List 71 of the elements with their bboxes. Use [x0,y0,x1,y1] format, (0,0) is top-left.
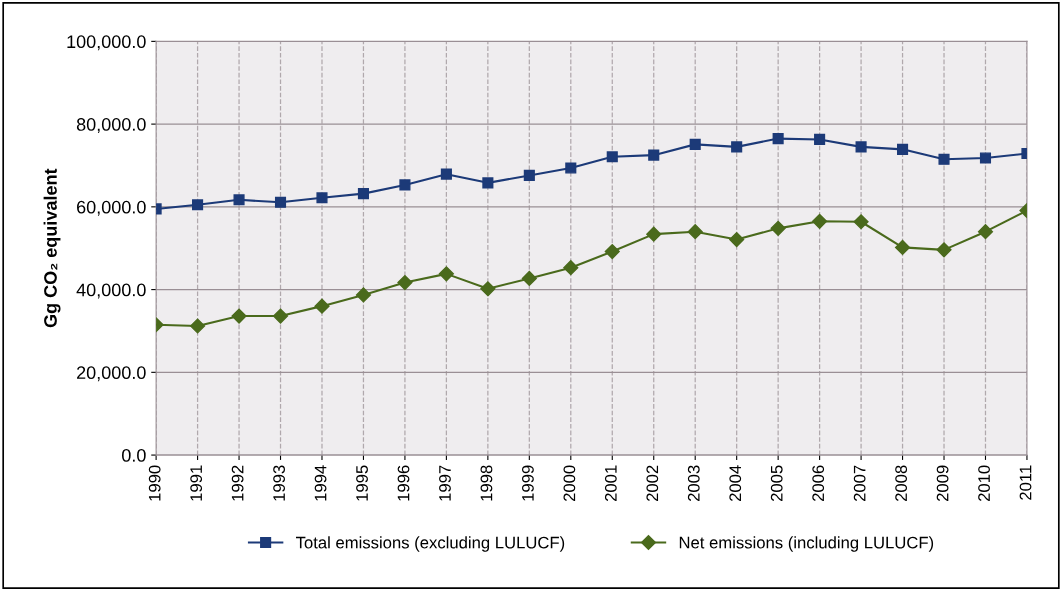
y-tick-label: 20,000.0 [77,366,146,382]
point [646,226,662,242]
y-tick-label: 80,000.0 [76,118,146,133]
x-tick-label: 2000 [563,465,576,502]
point [440,168,452,180]
x-tick-label: 1990 [148,465,161,501]
x-tick-label: 2004 [729,465,742,502]
point [480,281,496,297]
point [648,149,660,161]
point [936,242,952,258]
x-tick-label: 2002 [646,465,659,502]
x-tick-label: 1994 [314,465,327,501]
point [729,231,745,248]
point [438,266,454,282]
point [397,274,413,291]
point [979,152,992,164]
point [565,162,577,174]
point [523,169,535,181]
x-tick-label: 2010 [978,465,990,502]
x-tick-label: 2006 [812,465,825,502]
point [274,196,287,208]
x-tick-label: 2011 [1019,465,1032,500]
x-tick-label: 1999 [522,465,534,501]
x-tick-label: 1992 [231,465,244,501]
point [233,194,245,206]
x-tick-label: 2003 [687,465,700,502]
point [272,308,289,324]
point [894,239,911,255]
y-tick-label: 60,000.0 [77,200,146,216]
point [190,318,206,334]
x-tick-label: 1996 [397,465,410,501]
point [896,143,909,155]
x-tick-label: 2008 [895,465,908,502]
x-tick-label: 2005 [770,465,783,502]
point [314,298,330,314]
point [316,192,328,204]
y-axis-title: Gg CO₂ equivalent [43,168,61,328]
point [853,214,869,230]
legend-label: Total emissions (excluding LULUCF) [296,536,565,552]
point [357,188,370,200]
point [770,220,786,236]
x-tick-label: 2001 [604,465,617,502]
point [687,224,703,240]
point [521,270,537,286]
y-tick-label: 0.0 [122,449,146,462]
point [855,141,867,153]
x-tick-label: 2007 [853,465,866,502]
x-tick-label: 1991 [190,465,203,501]
point [812,213,828,229]
point [604,243,620,260]
point [399,179,411,191]
point [814,133,826,145]
point [482,177,494,189]
point [355,287,372,303]
point [977,224,994,240]
x-tick-label: 2009 [936,465,949,502]
point [772,133,784,145]
point [231,308,247,324]
x-tick-label: 1997 [439,465,451,501]
legend-label: Net emissions (including LULUCF) [679,536,934,552]
y-tick-label: 100,000.0 [67,35,146,51]
y-tick-label: 40,000.0 [76,283,146,299]
x-tick-label: 1993 [273,465,285,501]
point [938,153,950,165]
point [606,151,618,163]
point [689,138,701,150]
x-tick-label: 1998 [480,465,493,501]
point [192,199,204,211]
point [731,141,743,153]
x-tick-label: 1995 [356,465,368,501]
point [563,260,579,276]
